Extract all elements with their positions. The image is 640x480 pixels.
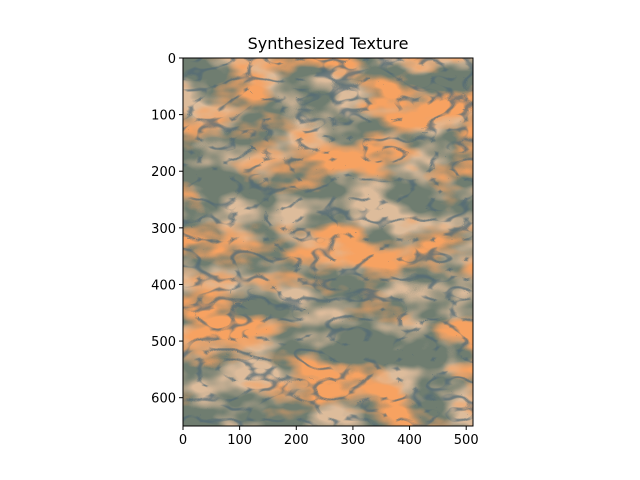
y-tick-label: 400 [151,278,176,293]
texture-image [183,58,473,426]
x-tick-label: 0 [179,433,187,448]
y-tick-label: 500 [151,335,176,350]
y-tick-label: 600 [151,392,176,407]
y-tick-label: 200 [151,165,176,180]
y-tick-label: 0 [168,52,176,67]
x-tick-label: 200 [284,433,309,448]
x-tick-label: 400 [397,433,422,448]
x-tick-label: 100 [227,433,252,448]
x-tick-label: 500 [454,433,479,448]
chart-title: Synthesized Texture [248,34,409,53]
y-tick-label: 300 [151,222,176,237]
x-tick-label: 300 [341,433,366,448]
y-tick-label: 100 [151,109,176,124]
axes-frame [182,57,474,427]
